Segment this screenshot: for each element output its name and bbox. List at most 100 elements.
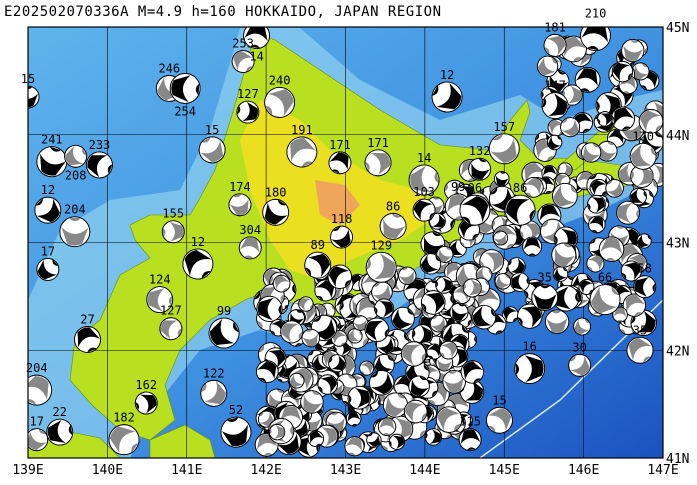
focal-mechanism-beachball[interactable] — [379, 388, 412, 421]
focal-mechanism-beachball[interactable] — [364, 430, 384, 450]
focal-mechanism-beachball[interactable] — [323, 260, 356, 293]
focal-mechanism-beachball[interactable] — [620, 38, 646, 64]
focal-mechanism-beachball[interactable] — [196, 376, 231, 411]
focal-mechanism-beachball[interactable] — [505, 255, 529, 279]
focal-mechanism-beachball[interactable] — [424, 341, 445, 362]
focal-mechanism-beachball[interactable] — [509, 272, 530, 293]
focal-mechanism-beachball[interactable] — [169, 72, 201, 104]
focal-mechanism-beachball[interactable] — [226, 191, 253, 218]
focal-mechanism-beachball[interactable] — [448, 301, 471, 324]
focal-mechanism-beachball[interactable] — [454, 189, 496, 231]
focal-mechanism-beachball[interactable] — [548, 239, 579, 270]
focal-mechanism-beachball[interactable] — [427, 77, 468, 118]
focal-mechanism-beachball[interactable] — [357, 358, 377, 378]
focal-mechanism-beachball[interactable] — [311, 276, 340, 305]
focal-mechanism-beachball[interactable] — [564, 350, 595, 381]
focal-mechanism-beachball[interactable] — [282, 132, 321, 171]
focal-mechanism-beachball[interactable] — [584, 278, 626, 320]
focal-mechanism-beachball[interactable] — [377, 417, 397, 436]
focal-mechanism-beachball[interactable] — [594, 138, 620, 164]
focal-mechanism-beachball[interactable] — [253, 357, 282, 386]
focal-mechanism-beachball[interactable] — [364, 365, 399, 400]
focal-mechanism-beachball[interactable] — [235, 99, 261, 125]
focal-mechanism-beachball[interactable] — [218, 414, 254, 450]
focal-mechanism-beachball[interactable] — [61, 142, 91, 172]
focal-mechanism-beachball[interactable] — [533, 52, 562, 81]
focal-mechanism-beachball[interactable] — [362, 315, 392, 345]
focal-mechanism-beachball[interactable] — [409, 195, 440, 226]
focal-mechanism-beachball[interactable] — [146, 286, 174, 314]
focal-mechanism-beachball[interactable] — [466, 155, 494, 183]
focal-mechanism-beachball[interactable] — [314, 371, 341, 398]
focal-mechanism-beachball[interactable] — [306, 429, 326, 449]
focal-mechanism-beachball[interactable] — [259, 82, 301, 124]
focal-mechanism-beachball[interactable] — [347, 385, 372, 410]
focal-mechanism-beachball[interactable] — [544, 309, 570, 334]
focal-mechanism-beachball[interactable] — [598, 236, 625, 263]
focal-mechanism-beachball[interactable] — [578, 18, 613, 53]
focal-mechanism-beachball[interactable] — [484, 128, 525, 169]
focal-mechanism-beachball[interactable] — [629, 59, 653, 83]
focal-mechanism-beachball[interactable] — [557, 114, 584, 141]
focal-mechanism-beachball[interactable] — [300, 247, 336, 283]
focal-mechanism-beachball[interactable] — [514, 353, 546, 384]
focal-mechanism-beachball[interactable] — [492, 270, 514, 292]
focal-mechanism-beachball[interactable] — [71, 323, 105, 357]
focal-mechanism-beachball[interactable] — [417, 286, 449, 318]
focal-mechanism-beachball[interactable] — [550, 264, 571, 285]
focal-mechanism-beachball[interactable] — [296, 294, 316, 314]
focal-mechanism-beachball[interactable] — [520, 174, 547, 201]
focal-mechanism-beachball[interactable] — [342, 434, 366, 458]
focal-mechanism-beachball[interactable] — [501, 191, 540, 230]
focal-mechanism-beachball[interactable] — [539, 90, 571, 122]
focal-mechanism-beachball[interactable] — [363, 249, 399, 285]
focal-mechanism-beachball[interactable] — [161, 220, 185, 244]
focal-mechanism-beachball[interactable] — [17, 370, 57, 410]
focal-mechanism-beachball[interactable] — [462, 278, 482, 298]
focal-mechanism-beachball[interactable] — [544, 132, 564, 152]
focal-mechanism-beachball[interactable] — [268, 423, 286, 441]
focal-mechanism-beachball[interactable] — [326, 352, 349, 375]
focal-mechanism-beachball[interactable] — [238, 235, 263, 260]
focal-mechanism-beachball[interactable] — [362, 146, 395, 179]
focal-mechanism-beachball[interactable] — [628, 307, 660, 339]
focal-mechanism-beachball[interactable] — [634, 105, 667, 138]
focal-mechanism-beachball[interactable] — [400, 396, 431, 427]
focal-mechanism-beachball[interactable] — [372, 297, 395, 320]
focal-mechanism-beachball[interactable] — [626, 139, 661, 174]
focal-mechanism-beachball[interactable] — [59, 216, 91, 248]
focal-mechanism-beachball[interactable] — [468, 301, 499, 332]
focal-mechanism-beachball[interactable] — [370, 350, 399, 379]
focal-mechanism-beachball[interactable] — [616, 200, 641, 225]
focal-mechanism-beachball[interactable] — [286, 370, 307, 391]
focal-mechanism-beachball[interactable] — [570, 315, 594, 339]
focal-mechanism-beachball[interactable] — [540, 30, 570, 60]
focal-mechanism-beachball[interactable] — [531, 284, 559, 311]
focal-mechanism-beachball[interactable] — [586, 214, 607, 235]
focal-mechanism-beachball[interactable] — [258, 194, 294, 230]
focal-mechanism-beachball[interactable] — [424, 427, 443, 446]
focal-mechanism-beachball[interactable] — [492, 229, 510, 247]
focal-mechanism-beachball[interactable] — [573, 65, 603, 95]
focal-mechanism-beachball[interactable] — [633, 275, 657, 299]
focal-mechanism-beachball[interactable] — [545, 116, 568, 139]
focal-mechanism-beachball[interactable] — [228, 46, 259, 77]
focal-mechanism-beachball[interactable] — [416, 250, 445, 279]
focal-mechanism-beachball[interactable] — [634, 231, 654, 251]
focal-mechanism-beachball[interactable] — [388, 433, 407, 452]
focal-mechanism-beachball[interactable] — [602, 176, 627, 201]
focal-mechanism-beachball[interactable] — [396, 265, 418, 287]
focal-mechanism-beachball[interactable] — [522, 236, 543, 257]
focal-mechanism-beachball[interactable] — [578, 139, 605, 166]
focal-mechanism-beachball[interactable] — [576, 276, 597, 297]
focal-mechanism-beachball[interactable] — [458, 428, 482, 452]
focal-mechanism-beachball[interactable] — [548, 178, 583, 213]
focal-mechanism-beachball[interactable] — [387, 303, 419, 335]
focal-mechanism-beachball[interactable] — [242, 21, 271, 50]
focal-mechanism-beachball[interactable] — [608, 57, 636, 85]
focal-mechanism-beachball[interactable] — [457, 357, 488, 388]
focal-mechanism-beachball[interactable] — [436, 338, 461, 363]
focal-mechanism-beachball[interactable] — [517, 218, 543, 244]
focal-mechanism-beachball[interactable] — [622, 332, 658, 368]
focal-mechanism-beachball[interactable] — [406, 162, 441, 197]
